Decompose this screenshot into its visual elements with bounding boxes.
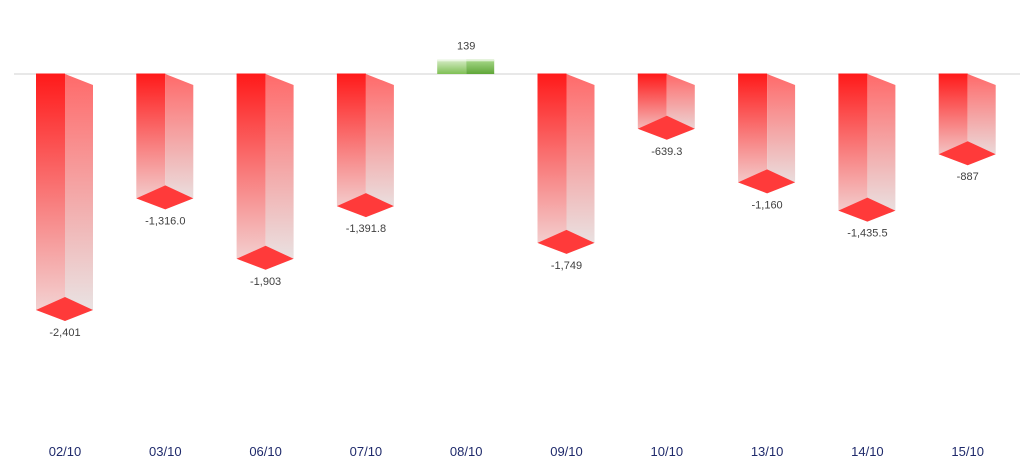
bar: [437, 59, 495, 74]
bar-bottom-face: [36, 297, 93, 321]
value-labels-group: -2,401 -1,316.0 -1,903 -1,391.8 139 -1,749 -63…: [49, 41, 978, 339]
bar-bottom-face: [236, 245, 294, 270]
bar-bottom-face: [738, 169, 796, 194]
data-label: -1,749: [551, 260, 582, 272]
data-label: -1,391.8: [346, 223, 386, 235]
bar: [838, 73, 896, 222]
bar-front-face: [738, 74, 768, 194]
bar-side-face: [466, 59, 495, 74]
bar-front-face: [236, 74, 266, 270]
bar: [938, 73, 996, 166]
data-label: -1,903: [250, 276, 281, 288]
category-label: 08/10: [450, 444, 483, 459]
bar: [36, 73, 93, 321]
bar: [637, 73, 695, 140]
bar-side-face: [566, 74, 595, 254]
bar-bottom-face: [537, 229, 595, 254]
bar-bottom-face: [136, 185, 194, 210]
bar: [738, 73, 796, 194]
data-label: -639.3: [651, 146, 682, 158]
bars-group: [36, 59, 996, 321]
data-label: -887: [957, 171, 979, 183]
category-label: 15/10: [951, 444, 984, 459]
data-label: -1,316.0: [145, 215, 185, 227]
category-label: 06/10: [249, 444, 282, 459]
bar-side-face: [365, 74, 394, 218]
bar-front-face: [838, 74, 868, 222]
data-label: 139: [457, 41, 475, 53]
category-label: 09/10: [550, 444, 583, 459]
bar-side-face: [265, 74, 294, 270]
bar-side-face: [967, 74, 996, 166]
bar-side-face: [767, 74, 796, 194]
data-label: -1,435.5: [847, 228, 887, 240]
bar-side-face: [867, 74, 896, 222]
bar-side-face: [65, 74, 93, 321]
bar-front-face: [136, 74, 166, 210]
bar: [136, 73, 194, 210]
bar: [336, 73, 394, 218]
category-label: 03/10: [149, 444, 182, 459]
category-label: 10/10: [651, 444, 684, 459]
bar-front-face: [437, 59, 467, 74]
bar-front-face: [36, 74, 65, 321]
bar-bottom-face: [838, 197, 896, 222]
bar: [236, 73, 294, 270]
bar-side-face: [165, 74, 194, 210]
bar-bottom-face: [938, 141, 996, 166]
category-labels-group: 02/10 03/10 06/10 07/10 08/10 09/10 10/10 13/10…: [49, 444, 984, 459]
bar-front-face: [537, 74, 567, 254]
category-label: 14/10: [851, 444, 884, 459]
category-label: 13/10: [751, 444, 784, 459]
bar-bottom-face: [637, 115, 695, 140]
bar: [537, 73, 595, 254]
bar-front-face: [938, 74, 968, 166]
data-label: -2,401: [49, 327, 80, 339]
category-label: 02/10: [49, 444, 82, 459]
data-label: -1,160: [751, 199, 782, 211]
bar-bottom-face: [336, 193, 394, 218]
category-label: 07/10: [350, 444, 383, 459]
bar-front-face: [336, 74, 366, 218]
